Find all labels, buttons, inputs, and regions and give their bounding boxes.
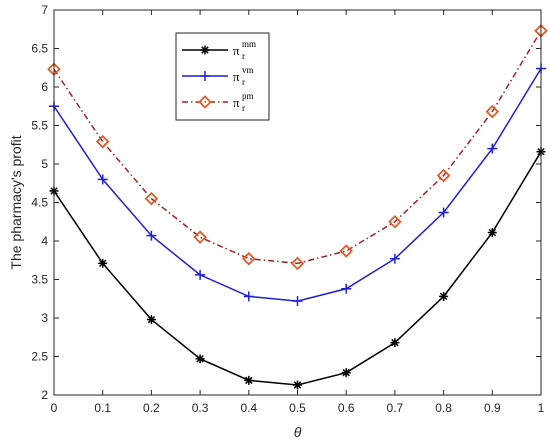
x-tick-label: 0 <box>51 401 58 415</box>
data-point <box>438 207 449 218</box>
series-path <box>53 30 542 265</box>
legend-label-subscript: r <box>242 51 245 61</box>
x-tick-label: 0.5 <box>289 401 306 415</box>
ticks-layer: 0 0.1 0.2 0.3 0.4 0.5 0.6 0.7 0.8 0.9 1 2 2.5 3 3.5 4 4.… <box>31 3 544 415</box>
legend-label-subscript: r <box>242 77 245 87</box>
x-tick-label: 0.1 <box>94 401 111 415</box>
data-point <box>244 375 254 385</box>
data-point <box>487 143 498 154</box>
y-tick-label: 3.5 <box>31 273 48 287</box>
data-point <box>388 214 402 229</box>
series-line <box>49 63 546 307</box>
y-tick-label: 3 <box>41 311 48 325</box>
y-tick-label: 6.5 <box>31 42 48 56</box>
legend-label-subscript: r <box>242 103 245 113</box>
y-axis-label: The pharmacy's profit <box>8 135 24 269</box>
data-point <box>200 71 210 81</box>
legend-item: π mm r <box>182 39 256 61</box>
data-point <box>198 95 212 109</box>
x-tick-label: 0.4 <box>240 401 257 415</box>
y-tick-label: 2.5 <box>31 350 48 364</box>
x-axis-label: θ <box>294 424 302 440</box>
legend-item: π vm r <box>182 65 254 87</box>
data-point <box>341 368 351 378</box>
data-point <box>390 338 400 348</box>
x-tick-label: 0.2 <box>143 401 160 415</box>
legend-label: π <box>233 69 240 84</box>
y-tick-label: 6 <box>41 80 48 94</box>
data-point <box>95 134 110 149</box>
data-point <box>436 168 451 183</box>
data-point <box>439 291 449 301</box>
data-point <box>146 315 156 325</box>
data-point <box>195 269 206 280</box>
legend-label: π <box>233 43 240 58</box>
y-tick-label: 4.5 <box>31 196 48 210</box>
series-layer <box>47 24 548 390</box>
data-point <box>339 244 353 258</box>
data-point <box>487 228 497 238</box>
data-point <box>243 291 254 302</box>
y-tick-label: 4 <box>41 234 48 248</box>
legend-label-superscript: mm <box>242 39 256 49</box>
data-point <box>389 253 400 264</box>
data-point <box>290 256 305 271</box>
x-tick-label: 0.3 <box>192 401 209 415</box>
legend-label-superscript: vm <box>242 65 254 75</box>
data-point <box>98 258 108 268</box>
data-point <box>193 230 207 244</box>
data-point <box>200 45 210 55</box>
legend-item: π pm r <box>182 91 254 113</box>
data-point <box>195 354 205 364</box>
data-point <box>292 296 303 307</box>
legend-label-superscript: pm <box>242 91 254 101</box>
y-tick-label: 2 <box>41 388 48 402</box>
x-tick-label: 0.6 <box>338 401 355 415</box>
data-point <box>242 251 256 266</box>
x-tick-label: 0.7 <box>387 401 404 415</box>
x-tick-label: 0.8 <box>435 401 452 415</box>
data-point <box>293 380 302 390</box>
series-line <box>49 147 546 390</box>
legend-label: π <box>233 95 240 110</box>
y-tick-label: 5.5 <box>31 119 48 133</box>
data-point <box>146 230 157 241</box>
data-point <box>341 283 352 294</box>
x-tick-label: 0.9 <box>484 401 501 415</box>
data-point <box>144 191 159 206</box>
series-line <box>47 24 548 271</box>
x-tick-label: 1 <box>538 401 545 415</box>
y-tick-label: 5 <box>41 157 48 171</box>
data-point <box>485 104 500 119</box>
data-point <box>97 174 108 185</box>
y-tick-label: 7 <box>41 3 48 17</box>
